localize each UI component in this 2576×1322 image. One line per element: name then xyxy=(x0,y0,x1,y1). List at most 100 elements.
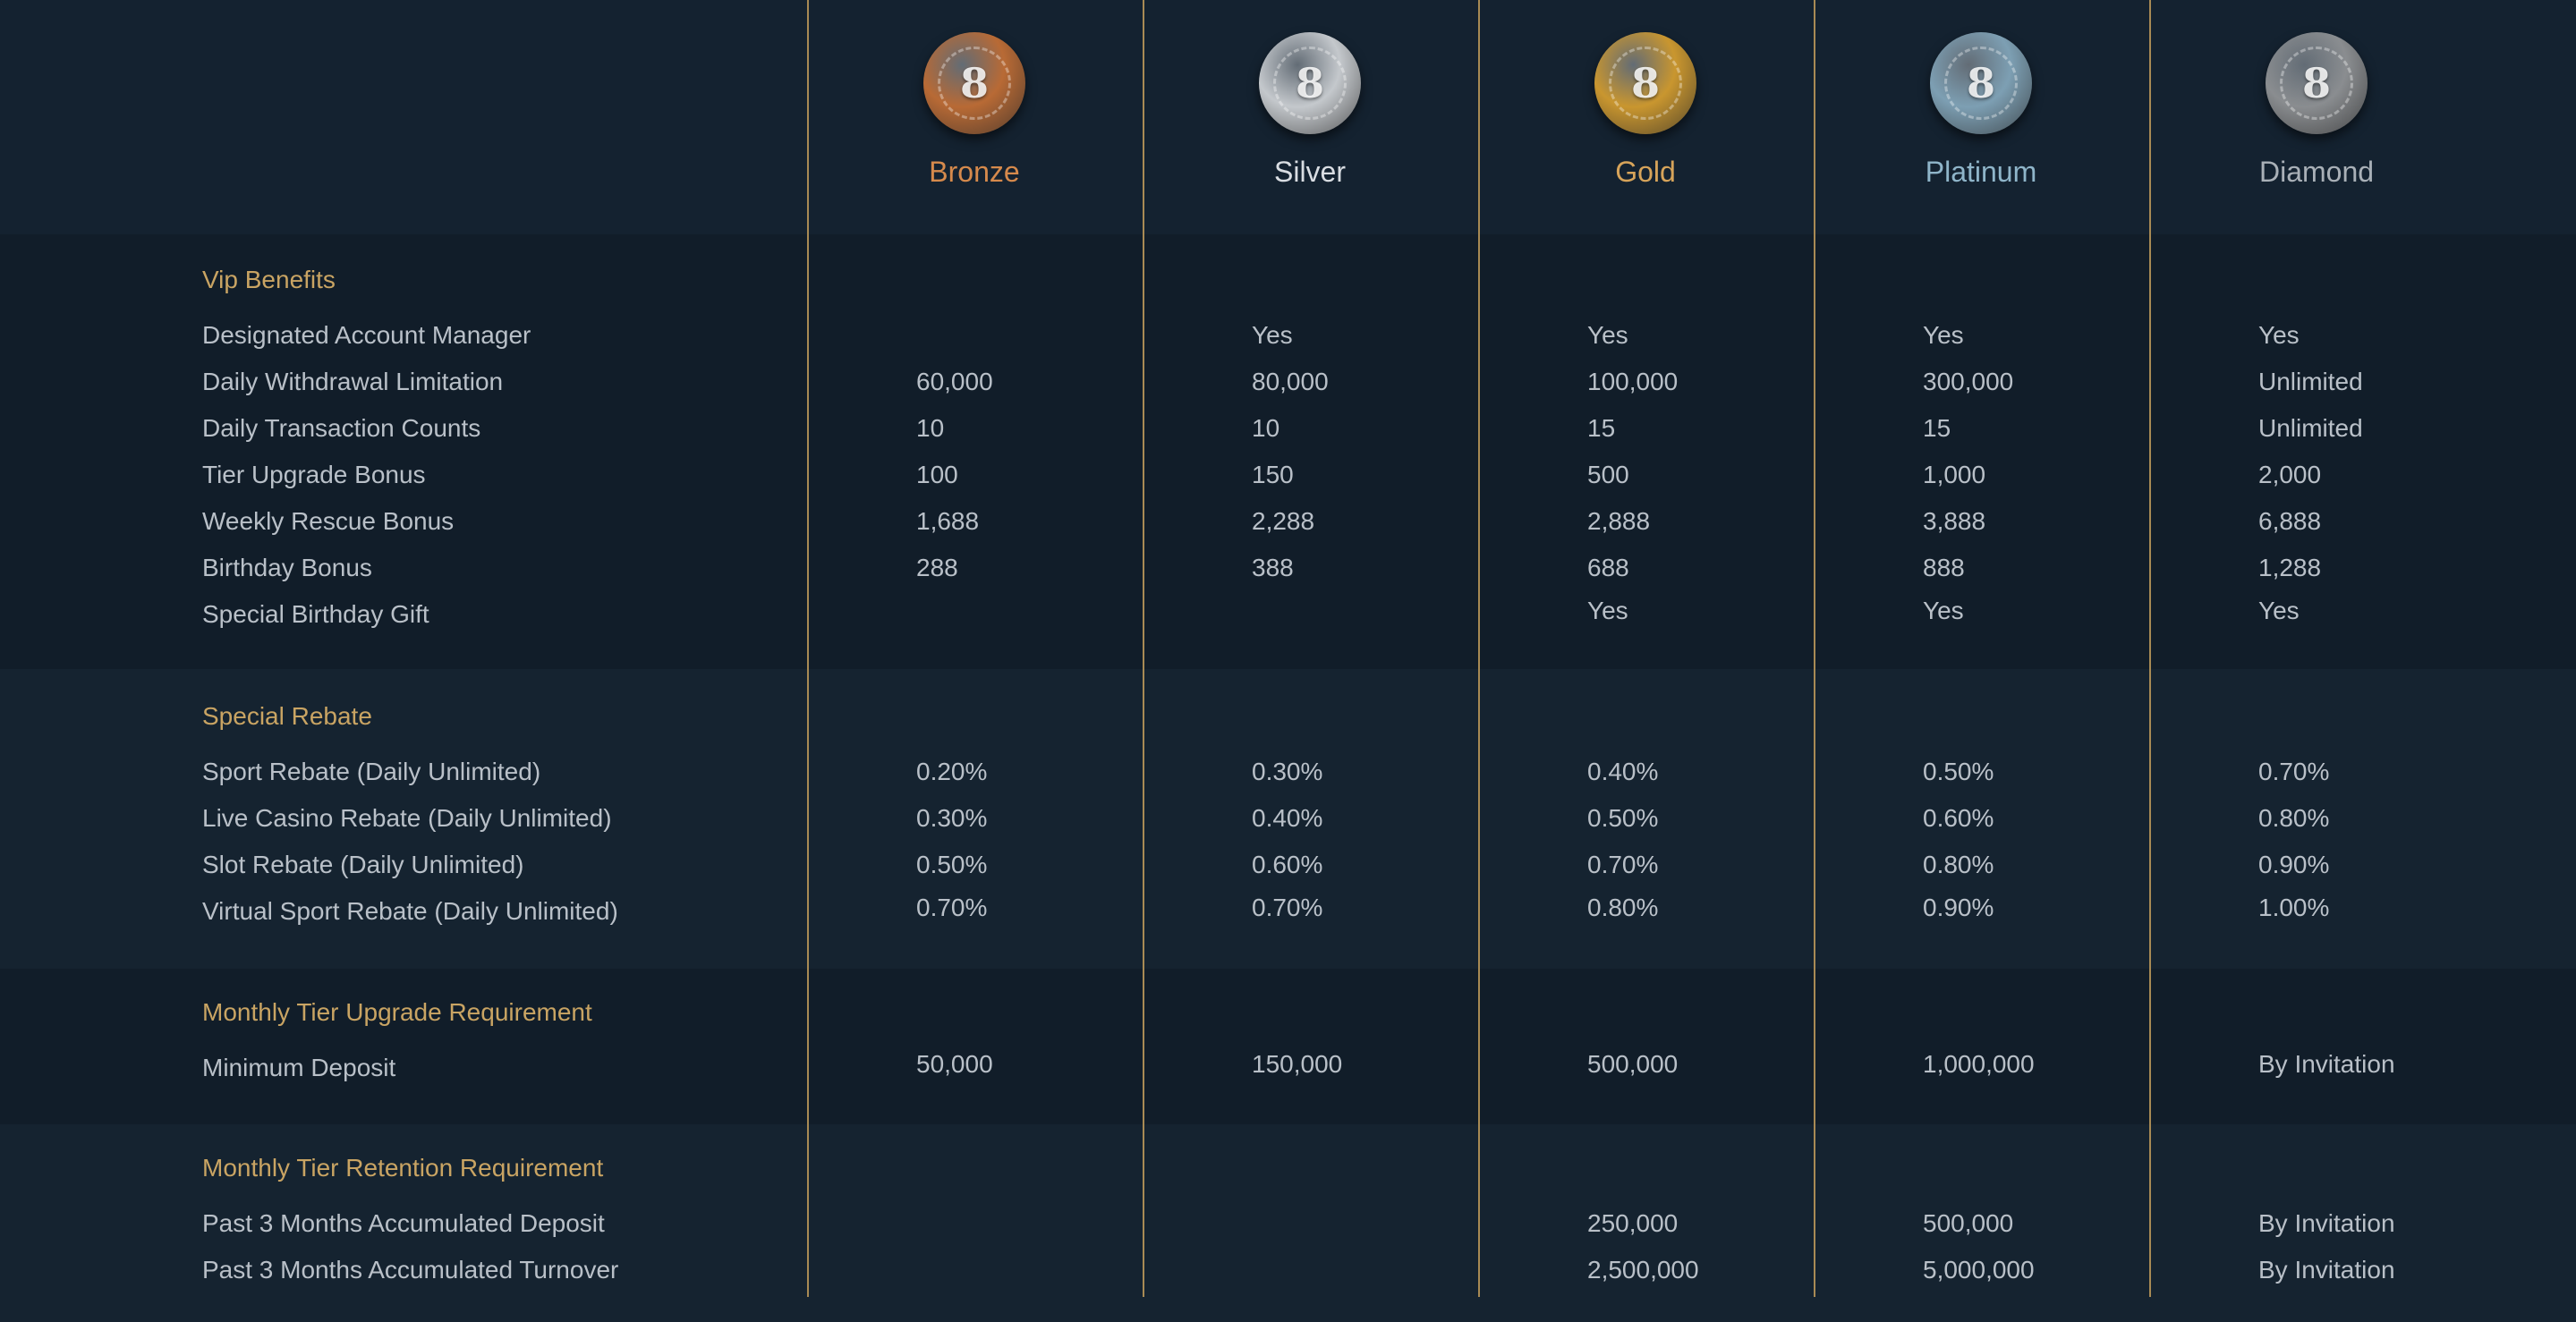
cell-gold: 0.70% xyxy=(1587,851,1659,878)
row-label: Slot Rebate (Daily Unlimited) xyxy=(202,851,524,878)
cell-gold: 0.50% xyxy=(1587,804,1659,832)
medal-number: 8 xyxy=(959,59,989,107)
cell-platinum: Yes xyxy=(1923,321,1964,349)
cell-diamond: Unlimited xyxy=(2258,414,2363,442)
cell-silver: 0.30% xyxy=(1252,758,1323,785)
cell-silver: 80,000 xyxy=(1252,368,1329,395)
cell-bronze: 0.50% xyxy=(916,851,988,878)
cell-silver: 0.60% xyxy=(1252,851,1323,878)
row-label: Live Casino Rebate (Daily Unlimited) xyxy=(202,804,612,832)
cell-platinum: 1,000 xyxy=(1923,461,1986,488)
column-divider xyxy=(1143,0,1144,1297)
cell-gold: Yes xyxy=(1587,597,1628,624)
medal-number: 8 xyxy=(1295,59,1324,107)
cell-diamond: 2,000 xyxy=(2258,461,2322,488)
laurel-ring xyxy=(938,47,1011,120)
tier-header-platinum: 8 Platinum xyxy=(1814,27,2148,189)
cell-diamond: 6,888 xyxy=(2258,507,2322,535)
cell-gold: 500 xyxy=(1587,461,1629,488)
cell-silver: 0.40% xyxy=(1252,804,1323,832)
medal-number: 8 xyxy=(2301,59,2331,107)
cell-silver: 10 xyxy=(1252,414,1280,442)
cell-silver: 388 xyxy=(1252,554,1294,581)
silver-medal-icon: 8 xyxy=(1259,32,1361,134)
row-label: Tier Upgrade Bonus xyxy=(202,461,426,488)
cell-diamond: 0.80% xyxy=(2258,804,2330,832)
cell-bronze: 0.70% xyxy=(916,894,988,921)
section-title: Monthly Tier Retention Requirement xyxy=(202,1154,604,1182)
cell-gold: 15 xyxy=(1587,414,1616,442)
gold-medal-icon: 8 xyxy=(1594,32,1696,134)
cell-platinum: 1,000,000 xyxy=(1923,1050,2035,1078)
cell-gold: 2,500,000 xyxy=(1587,1256,1699,1284)
tier-header-diamond: 8 Diamond xyxy=(2149,27,2484,189)
row-label: Past 3 Months Accumulated Turnover xyxy=(202,1256,619,1284)
cell-silver: 2,288 xyxy=(1252,507,1315,535)
bronze-medal-icon: 8 xyxy=(923,32,1025,134)
cell-diamond: By Invitation xyxy=(2258,1256,2395,1284)
cell-diamond: 0.70% xyxy=(2258,758,2330,785)
column-divider xyxy=(1814,0,1815,1297)
cell-diamond: By Invitation xyxy=(2258,1209,2395,1237)
cell-bronze: 50,000 xyxy=(916,1050,993,1078)
cell-platinum: 3,888 xyxy=(1923,507,1986,535)
column-divider xyxy=(807,0,809,1297)
medal-number: 8 xyxy=(1630,59,1660,107)
special-rebate-band xyxy=(0,669,2576,969)
column-divider xyxy=(1478,0,1480,1297)
row-label: Birthday Bonus xyxy=(202,554,372,581)
cell-silver: Yes xyxy=(1252,321,1293,349)
laurel-ring xyxy=(2280,47,2353,120)
cell-gold: 2,888 xyxy=(1587,507,1651,535)
cell-bronze: 0.30% xyxy=(916,804,988,832)
tier-header-bronze: 8 Bronze xyxy=(807,27,1142,189)
row-label: Special Birthday Gift xyxy=(202,600,429,628)
tier-header-silver: 8 Silver xyxy=(1143,27,1477,189)
cell-gold: 0.80% xyxy=(1587,894,1659,921)
row-label: Virtual Sport Rebate (Daily Unlimited) xyxy=(202,897,618,925)
cell-diamond: Unlimited xyxy=(2258,368,2363,395)
cell-platinum: Yes xyxy=(1923,597,1964,624)
tier-name: Diamond xyxy=(2258,156,2375,188)
medal-number: 8 xyxy=(1966,59,1995,107)
row-label: Past 3 Months Accumulated Deposit xyxy=(202,1209,605,1237)
upgrade-requirement-band xyxy=(0,969,2576,1124)
cell-gold: 100,000 xyxy=(1587,368,1679,395)
cell-silver: 0.70% xyxy=(1252,894,1323,921)
cell-bronze: 1,688 xyxy=(916,507,980,535)
cell-platinum: 888 xyxy=(1923,554,1965,581)
cell-silver: 150 xyxy=(1252,461,1294,488)
column-divider xyxy=(2149,0,2151,1297)
row-label: Weekly Rescue Bonus xyxy=(202,507,455,535)
laurel-ring xyxy=(1609,47,1682,120)
tier-name: Silver xyxy=(1273,156,1346,188)
cell-bronze: 10 xyxy=(916,414,945,442)
vip-benefits-band xyxy=(0,234,2576,669)
laurel-ring xyxy=(1944,47,2018,120)
cell-diamond: 0.90% xyxy=(2258,851,2330,878)
cell-bronze: 60,000 xyxy=(916,368,993,395)
laurel-ring xyxy=(1273,47,1347,120)
retention-requirement-band xyxy=(0,1124,2576,1322)
cell-bronze: 100 xyxy=(916,461,958,488)
cell-platinum: 5,000,000 xyxy=(1923,1256,2035,1284)
cell-platinum: 0.60% xyxy=(1923,804,1994,832)
tier-name: Gold xyxy=(1615,156,1676,188)
cell-platinum: 0.90% xyxy=(1923,894,1994,921)
cell-diamond: By Invitation xyxy=(2258,1050,2395,1078)
row-label: Daily Withdrawal Limitation xyxy=(202,368,504,395)
row-label: Minimum Deposit xyxy=(202,1054,396,1081)
tier-header-gold: 8 Gold xyxy=(1478,27,1813,189)
platinum-medal-icon: 8 xyxy=(1930,32,2032,134)
cell-diamond: Yes xyxy=(2258,321,2300,349)
cell-gold: 0.40% xyxy=(1587,758,1659,785)
cell-diamond: 1,288 xyxy=(2258,554,2322,581)
section-title: Special Rebate xyxy=(202,702,372,730)
section-title: Monthly Tier Upgrade Requirement xyxy=(202,998,592,1026)
diamond-medal-icon: 8 xyxy=(2266,32,2368,134)
cell-platinum: 300,000 xyxy=(1923,368,2014,395)
cell-platinum: 500,000 xyxy=(1923,1209,2014,1237)
cell-gold: 500,000 xyxy=(1587,1050,1679,1078)
cell-platinum: 0.80% xyxy=(1923,851,1994,878)
cell-diamond: 1.00% xyxy=(2258,894,2330,921)
